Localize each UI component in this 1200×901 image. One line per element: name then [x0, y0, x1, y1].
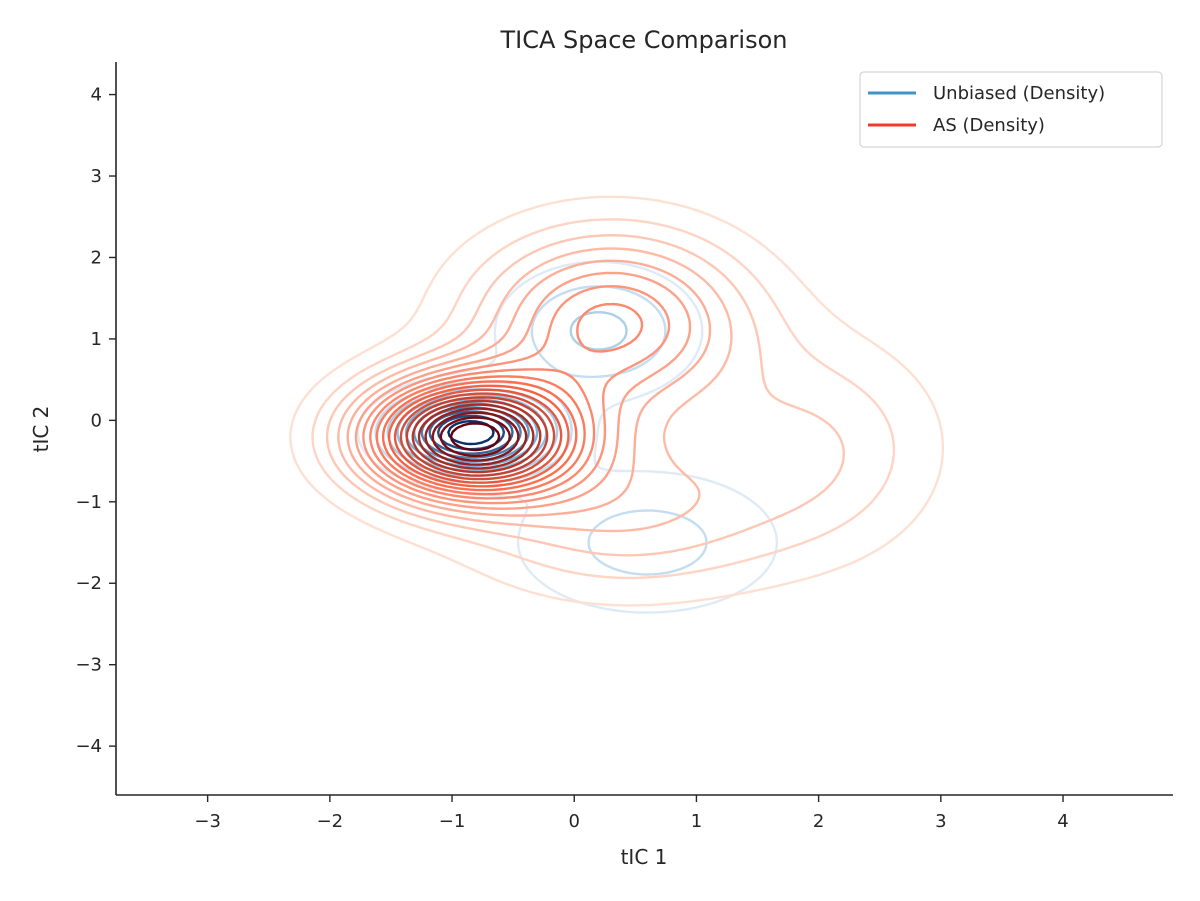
x-tick-label: 1	[691, 811, 702, 832]
x-axis-label: tIC 1	[621, 845, 668, 869]
x-tick-label: 0	[569, 811, 580, 832]
x-tick-label: 4	[1057, 811, 1068, 832]
y-tick-label: 3	[91, 166, 102, 187]
contour-level-line	[311, 218, 896, 580]
contour-level-line	[424, 407, 528, 466]
x-tick-label: −2	[317, 811, 344, 832]
contour-level-line	[375, 375, 586, 496]
contour-level-line	[439, 416, 511, 458]
legend: Unbiased (Density) AS (Density)	[859, 71, 1163, 148]
x-tick-label: 3	[935, 811, 946, 832]
y-tick-label: 0	[91, 410, 102, 431]
contour-level-line	[381, 380, 578, 492]
y-ticks: −4 −3 −2 −1 0 1 2 3 4	[75, 85, 116, 757]
contour-level-line	[411, 399, 542, 474]
y-tick-label: −1	[75, 492, 102, 513]
contour-level-line	[354, 271, 692, 510]
y-tick-label: −4	[75, 736, 102, 757]
contour-level-line	[289, 195, 945, 607]
y-tick-label: −3	[75, 655, 102, 676]
contour-level-line	[417, 403, 535, 470]
y-tick-label: 1	[91, 329, 102, 350]
contour-series-as	[289, 195, 945, 607]
contour-level-line	[337, 247, 733, 533]
contour-level-line	[399, 392, 556, 481]
y-axis-label: tIC 2	[29, 406, 53, 453]
contour-level-line	[346, 259, 712, 517]
contour-level-line	[393, 388, 563, 484]
legend-label-unbiased: Unbiased (Density)	[933, 83, 1105, 104]
contour-level-line	[387, 384, 570, 488]
contour-level-line	[449, 422, 501, 452]
x-tick-label: 2	[813, 811, 824, 832]
contour-level-line	[374, 285, 708, 576]
contour-level-line	[362, 285, 671, 505]
contour-level-line	[369, 302, 644, 500]
x-tick-label: −3	[194, 811, 221, 832]
y-tick-label: −2	[75, 573, 102, 594]
x-ticks: −3 −2 −1 0 1 2 3 4	[194, 795, 1069, 832]
legend-box	[859, 71, 1163, 148]
x-tick-label: −1	[439, 811, 466, 832]
y-tick-label: 4	[91, 85, 102, 106]
y-tick-label: 2	[91, 247, 102, 268]
contour-level-line	[405, 396, 549, 477]
chart-title: TICA Space Comparison	[499, 26, 787, 54]
contour-level-line	[431, 411, 520, 462]
contour-level-line	[325, 234, 845, 557]
legend-label-as: AS (Density)	[933, 115, 1045, 136]
plot-area	[289, 195, 945, 614]
